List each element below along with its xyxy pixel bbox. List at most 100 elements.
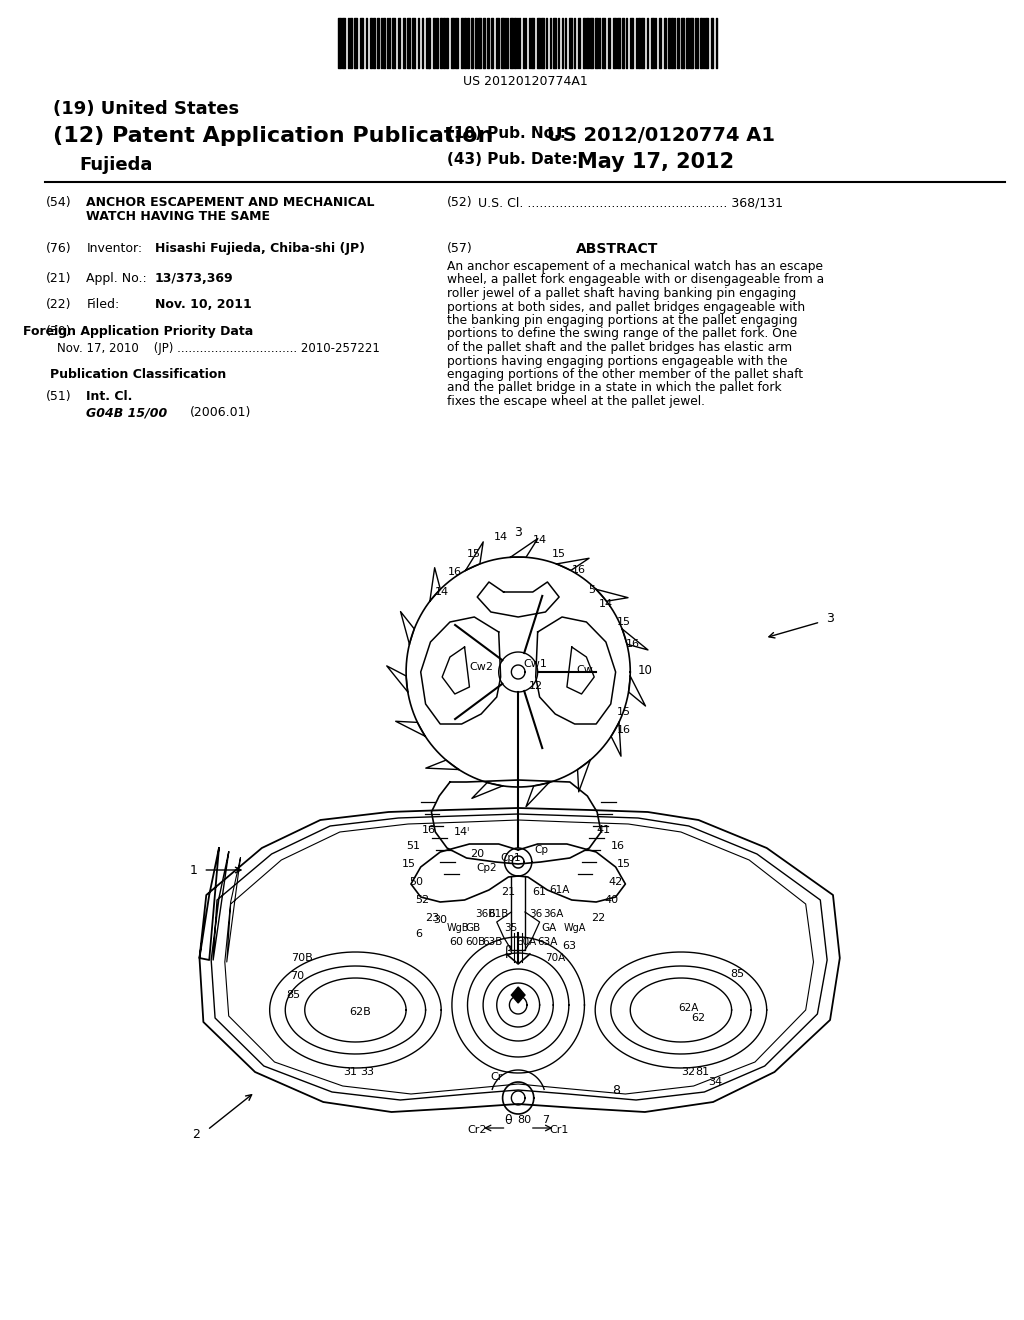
Text: ANCHOR ESCAPEMENT AND MECHANICAL: ANCHOR ESCAPEMENT AND MECHANICAL (86, 195, 375, 209)
Text: 70A: 70A (545, 953, 565, 964)
Text: Nov. 10, 2011: Nov. 10, 2011 (155, 298, 252, 312)
Text: US 2012/0120774 A1: US 2012/0120774 A1 (548, 125, 775, 145)
Text: 22: 22 (591, 913, 605, 923)
Text: 15: 15 (616, 859, 631, 869)
Text: 14ᴵ: 14ᴵ (454, 828, 470, 837)
Text: 63: 63 (562, 941, 575, 950)
Text: 15: 15 (467, 549, 481, 558)
Text: Nov. 17, 2010    (JP) ................................ 2010-257221: Nov. 17, 2010 (JP) .....................… (57, 342, 380, 355)
Text: 61: 61 (532, 887, 547, 898)
Text: 14: 14 (494, 532, 508, 543)
Text: GA: GA (542, 923, 557, 933)
Text: 12: 12 (528, 681, 543, 690)
Text: and the pallet bridge in a state in which the pallet fork: and the pallet bridge in a state in whic… (447, 381, 781, 395)
Text: 80: 80 (517, 1115, 531, 1125)
Text: 60B: 60B (465, 937, 485, 946)
Text: 61B: 61B (488, 909, 509, 919)
Text: 15: 15 (616, 708, 631, 717)
Text: (12) Patent Application Publication: (12) Patent Application Publication (53, 125, 494, 147)
Text: (22): (22) (45, 298, 71, 312)
Text: (54): (54) (45, 195, 71, 209)
Text: WgA: WgA (563, 923, 586, 933)
Text: 8: 8 (611, 1084, 620, 1097)
Text: 81: 81 (695, 1067, 710, 1077)
Text: 34: 34 (708, 1077, 722, 1086)
Text: (10) Pub. No.:: (10) Pub. No.: (447, 125, 566, 141)
Text: GB: GB (466, 923, 481, 933)
Text: 41: 41 (597, 825, 611, 836)
Text: the banking pin engaging portions at the pallet engaging: the banking pin engaging portions at the… (447, 314, 798, 327)
Text: An anchor escapement of a mechanical watch has an escape: An anchor escapement of a mechanical wat… (447, 260, 823, 273)
Text: 13/373,369: 13/373,369 (155, 272, 233, 285)
Text: 3: 3 (514, 525, 522, 539)
Text: 16: 16 (571, 565, 586, 576)
Text: (76): (76) (45, 242, 71, 255)
Text: 14: 14 (435, 587, 450, 597)
Text: portions having engaging portions engageable with the: portions having engaging portions engage… (447, 355, 787, 367)
Text: 36: 36 (529, 909, 543, 919)
Text: 51: 51 (406, 841, 420, 851)
Text: 85: 85 (730, 969, 744, 979)
Text: of the pallet shaft and the pallet bridges has elastic arm: of the pallet shaft and the pallet bridg… (447, 341, 793, 354)
Text: Cr2: Cr2 (468, 1125, 487, 1135)
Text: 85: 85 (286, 990, 300, 1001)
Polygon shape (511, 987, 525, 1003)
Text: portions to define the swing range of the pallet fork. One: portions to define the swing range of th… (447, 327, 797, 341)
Text: Publication Classification: Publication Classification (50, 368, 226, 381)
Text: Cw1: Cw1 (524, 659, 548, 669)
Text: 62A: 62A (679, 1003, 699, 1012)
Text: 63B: 63B (482, 937, 503, 946)
Text: roller jewel of a pallet shaft having banking pin engaging: roller jewel of a pallet shaft having ba… (447, 286, 797, 300)
Text: 36B: 36B (475, 909, 496, 919)
Text: 6: 6 (416, 929, 422, 939)
Text: 20: 20 (470, 849, 484, 859)
Text: 70B: 70B (291, 953, 312, 964)
Text: 62: 62 (691, 1012, 706, 1023)
Text: 30: 30 (433, 915, 447, 925)
Text: 32: 32 (682, 1067, 695, 1077)
Text: Appl. No.:: Appl. No.: (86, 272, 147, 285)
Text: (2006.01): (2006.01) (189, 407, 251, 418)
Text: β: β (505, 945, 512, 958)
Text: Inventor:: Inventor: (86, 242, 142, 255)
Text: ABSTRACT: ABSTRACT (577, 242, 658, 256)
Text: 35: 35 (504, 923, 517, 933)
Text: 62B: 62B (349, 1007, 371, 1016)
Text: Fujieda: Fujieda (80, 156, 153, 174)
Text: 16: 16 (447, 568, 462, 577)
Text: G04B 15/00: G04B 15/00 (86, 407, 168, 418)
Text: engaging portions of the other member of the pallet shaft: engaging portions of the other member of… (447, 368, 803, 381)
Text: 14: 14 (599, 599, 613, 609)
Text: Hisashi Fujieda, Chiba-shi (JP): Hisashi Fujieda, Chiba-shi (JP) (155, 242, 365, 255)
Text: 61A: 61A (549, 884, 569, 895)
Text: 14: 14 (532, 535, 547, 545)
Text: 60: 60 (449, 937, 463, 946)
Text: 3: 3 (826, 611, 834, 624)
Text: Cr: Cr (490, 1072, 503, 1082)
Text: 21: 21 (502, 887, 515, 898)
Text: (52): (52) (447, 195, 473, 209)
Text: 33: 33 (360, 1067, 374, 1077)
Text: 7: 7 (542, 1115, 549, 1125)
Text: US 20120120774A1: US 20120120774A1 (463, 75, 588, 88)
Text: WATCH HAVING THE SAME: WATCH HAVING THE SAME (86, 210, 270, 223)
Text: wheel, a pallet fork engageable with or disengageable from a: wheel, a pallet fork engageable with or … (447, 273, 824, 286)
Text: θ: θ (505, 1114, 512, 1126)
Text: Int. Cl.: Int. Cl. (86, 389, 133, 403)
Text: 15: 15 (616, 616, 631, 627)
Text: 2: 2 (193, 1129, 201, 1142)
Text: 60A: 60A (516, 937, 537, 946)
Text: 10: 10 (637, 664, 652, 676)
Text: 63A: 63A (538, 937, 558, 946)
Text: Cp: Cp (535, 845, 549, 855)
Text: 16: 16 (627, 639, 640, 649)
Text: May 17, 2012: May 17, 2012 (577, 152, 734, 172)
Text: 23: 23 (425, 913, 439, 923)
Text: U.S. Cl. .................................................. 368/131: U.S. Cl. ...............................… (478, 195, 783, 209)
Text: 16: 16 (610, 841, 625, 851)
Text: 16: 16 (422, 825, 435, 836)
Text: Cw: Cw (577, 665, 593, 675)
Text: fixes the escape wheel at the pallet jewel.: fixes the escape wheel at the pallet jew… (447, 395, 706, 408)
Text: WgB: WgB (446, 923, 469, 933)
Text: 16: 16 (616, 725, 631, 735)
